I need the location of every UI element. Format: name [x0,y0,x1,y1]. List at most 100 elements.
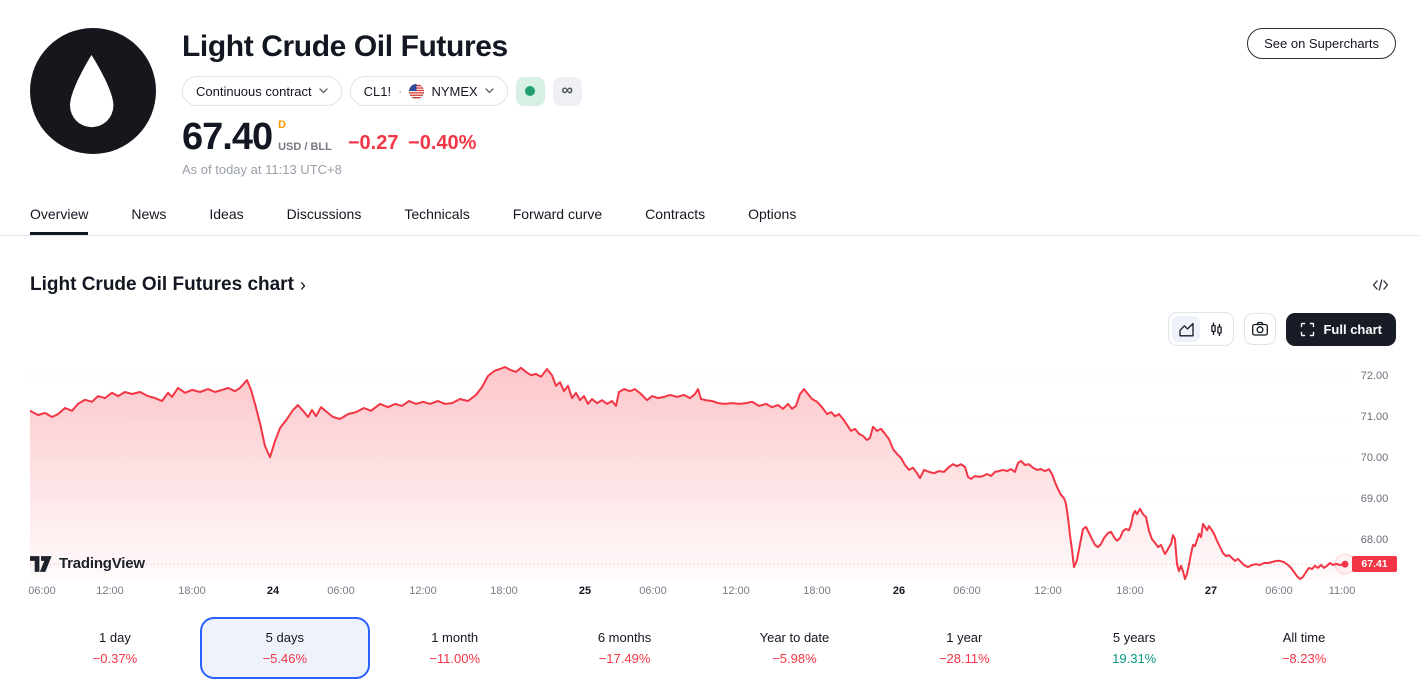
time-axis-label: 12:00 [1034,585,1062,597]
price-line [30,366,1346,580]
price-chart: 72.00 71.00 70.00 69.00 68.00 67.41 06:00 12:… [0,359,1419,601]
range-change-value: −5.98% [772,651,817,666]
candles-chart-icon [1211,322,1222,336]
market-open-dot-icon [525,86,536,96]
tab-forward-curve[interactable]: Forward curve [513,195,602,235]
tab-discussions[interactable]: Discussions [287,195,362,235]
price-axis-label: 71.00 [1360,411,1389,423]
range-button-1-year[interactable]: 1 year −28.11% [879,617,1049,679]
price-axis-label: 72.00 [1360,370,1389,382]
range-label: 5 days [265,630,304,645]
chart-toolbar: Full chart [0,312,1419,346]
symbol-exchange-dropdown[interactable]: CL1! · NYMEX [349,76,508,106]
range-label: 1 day [99,630,131,645]
chart-section-title: Light Crude Oil Futures chart [30,274,294,295]
candles-chart-type-button[interactable] [1202,316,1230,342]
time-axis-label: 12:00 [722,585,750,597]
price-change: −0.27 −0.40% [347,132,477,154]
price-unit: USD / BLL [278,141,332,153]
dot-separator: · [398,83,403,99]
range-label: 5 years [1112,630,1156,645]
range-button-1-month[interactable]: 1 month −11.00% [370,617,540,679]
range-button-5-days[interactable]: 5 days −5.46% [199,617,370,679]
range-label: 6 months [597,630,652,645]
time-axis-label: 18:00 [490,585,518,597]
contract-dropdown[interactable]: Continuous contract [182,76,342,106]
chart-type-switcher [1168,312,1235,346]
time-axis-label: 25 [578,585,592,597]
oil-drop-logo [30,28,156,154]
range-change-value: −17.49% [598,651,651,666]
infinity-icon: ∞ [561,82,573,99]
time-axis-label: 18:00 [1116,585,1144,597]
tab-overview[interactable]: Overview [30,195,88,235]
snapshot-button[interactable] [1244,313,1277,345]
range-change-value: −5.46% [262,651,308,666]
tab-options[interactable]: Options [748,195,796,235]
embed-code-button[interactable] [1372,278,1389,292]
chevron-right-icon: › [299,275,306,295]
see-on-supercharts-button[interactable]: See on Supercharts [1247,28,1396,59]
area-chart-type-button[interactable] [1172,316,1201,342]
section-tabs: Overview News Ideas Discussions Technicals Fo… [0,195,1419,236]
contract-dropdown-label: Continuous contract [196,83,312,99]
tab-news[interactable]: News [131,195,166,235]
time-axis-label: 27 [1204,585,1218,597]
code-icon [1372,279,1389,291]
full-chart-label: Full chart [1323,321,1382,337]
chevron-down-icon [318,88,328,94]
chart-section-title-link[interactable]: Light Crude Oil Futures chart › [30,274,306,296]
range-button-6-months[interactable]: 6 months −17.49% [540,617,710,679]
us-flag-icon [409,83,425,99]
interval-badge[interactable]: D [278,119,287,131]
market-status-button[interactable] [515,76,545,106]
range-button-1-day[interactable]: 1 day −0.37% [30,617,200,679]
area-chart-icon [1179,322,1194,336]
range-change-value: 19.31% [1112,651,1157,666]
range-selector: 1 day −0.37% 5 days −5.46% 1 month −11.00% 6 m… [30,617,1389,679]
tradingview-watermark: TradingView [30,555,145,572]
price-axis-label: 68.00 [1360,534,1389,546]
price-row: 67.40 D USD / BLL −0.27 −0.40% [182,115,582,158]
range-change-value: −8.23% [1281,651,1327,666]
time-axis-label: 24 [266,585,280,597]
time-axis-label: 12:00 [96,585,124,597]
price-axis-label: 69.00 [1360,493,1389,505]
range-button-year-to-date[interactable]: Year to date −5.98% [710,617,880,679]
price-axis-label: 70.00 [1360,452,1389,464]
range-change-value: −28.11% [938,651,990,666]
time-axis-label: 06:00 [28,585,56,597]
last-price: 67.40 [182,115,273,158]
tab-contracts[interactable]: Contracts [645,195,705,235]
symbol-controls: Continuous contract CL1! · [182,76,582,106]
time-axis: 06:00 12:00 18:00 24 06:00 12:00 18:00 25 06:00 1… [0,585,1419,601]
range-label: All time [1282,630,1326,645]
time-axis-label: 12:00 [409,585,437,597]
time-axis-label: 18:00 [803,585,831,597]
time-axis-label: 06:00 [1265,585,1293,597]
range-button-all-time[interactable]: All time −8.23% [1219,617,1389,679]
watermark-text: TradingView [59,555,145,572]
symbol-label: CL1! [363,83,392,99]
range-change-value: −0.37% [92,651,138,666]
time-axis-label: 18:00 [178,585,206,597]
page-title: Light Crude Oil Futures [182,30,508,63]
tab-ideas[interactable]: Ideas [209,195,243,235]
chart-canvas[interactable] [30,359,1352,581]
range-label: 1 month [431,630,479,645]
symbol-header: Light Crude Oil Futures Continuous contr… [0,0,1419,177]
range-button-5-years[interactable]: 5 years 19.31% [1049,617,1219,679]
area-fill [30,367,1345,581]
time-axis-label: 06:00 [639,585,667,597]
exchange-label: NYMEX [431,83,478,99]
fullscreen-icon [1301,322,1315,336]
full-chart-button[interactable]: Full chart [1286,312,1396,346]
last-price-badge: 67.41 [1352,556,1397,573]
range-label: Year to date [759,630,830,645]
tab-technicals[interactable]: Technicals [404,195,469,235]
time-axis-label: 06:00 [953,585,981,597]
time-axis-label: 06:00 [327,585,355,597]
range-change-value: −11.00% [429,651,481,666]
time-axis-label: 26 [892,585,906,597]
continuous-contract-button[interactable]: ∞ [552,76,582,106]
